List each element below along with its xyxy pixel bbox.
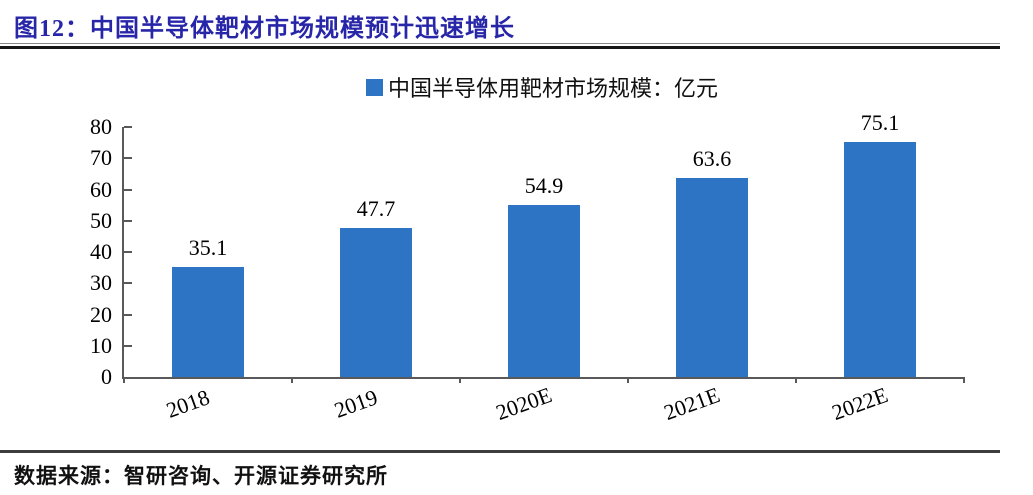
y-tick-mark <box>124 344 132 347</box>
title-divider <box>0 43 1000 49</box>
bar <box>507 205 581 377</box>
x-tick-mark <box>795 377 797 383</box>
x-tick-mark <box>627 377 629 383</box>
y-tick-label: 40 <box>90 239 112 264</box>
bar-value-label: 63.6 <box>692 146 732 172</box>
bar <box>675 178 749 377</box>
x-tick-mark <box>459 377 461 383</box>
y-tick-label: 50 <box>90 207 112 233</box>
bar <box>171 267 245 377</box>
y-tick-mark <box>124 282 132 285</box>
bar-value-label: 54.9 <box>524 173 564 199</box>
bar-value-label: 47.7 <box>356 195 396 221</box>
y-tick-label: 10 <box>90 332 112 358</box>
legend-swatch <box>365 78 383 96</box>
y-tick-label: 20 <box>90 301 112 327</box>
y-tick-label: 60 <box>90 176 112 202</box>
y-axis-labels: 0 10 20 30 40 50 60 70 80 <box>56 115 112 389</box>
bar <box>339 227 413 377</box>
bar-value-label: 75.1 <box>860 110 900 136</box>
y-tick-mark <box>124 313 132 316</box>
y-tick-mark <box>124 157 132 160</box>
y-tick-label: 80 <box>90 114 112 139</box>
y-tick-mark <box>124 188 132 191</box>
bar-value-label: 35.1 <box>188 235 228 261</box>
x-tick-mark <box>291 377 293 383</box>
data-source: 数据来源：智研咨询、开源证券研究所 <box>14 464 388 488</box>
x-category-label: 2018 <box>162 384 213 423</box>
bar-chart-plot-area: 35.1 2018 47.7 2019 54.9 2020E 63.6 2021E 75.1 20… <box>122 110 965 425</box>
x-tick-mark <box>963 377 965 383</box>
x-category-label: 2021E <box>660 381 724 426</box>
y-tick-label: 70 <box>90 145 112 171</box>
bar <box>843 142 917 377</box>
y-tick-mark <box>124 251 132 253</box>
x-category-label: 2020E <box>492 381 556 426</box>
chart-legend: 中国半导体用靶材市场规模：亿元 <box>122 74 962 101</box>
x-category-label: 2019 <box>330 384 381 423</box>
legend-label: 中国半导体用靶材市场规模：亿元 <box>387 76 718 101</box>
y-tick-label: 30 <box>90 270 112 296</box>
y-tick-mark <box>124 219 132 222</box>
x-tick-mark <box>123 377 125 383</box>
y-tick-mark <box>124 126 132 128</box>
y-tick-label: 0 <box>101 364 112 389</box>
footer-divider <box>0 450 1000 453</box>
x-category-label: 2022E <box>828 381 892 426</box>
figure-title: 图12：中国半导体靶材市场规模预计迅速增长 <box>14 16 515 42</box>
